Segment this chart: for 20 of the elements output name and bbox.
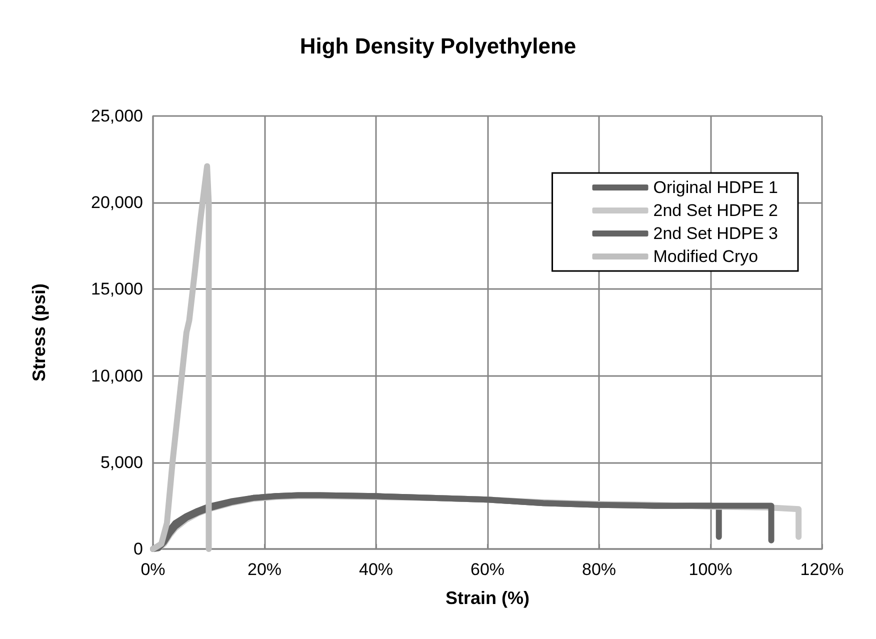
legend-label: 2nd Set HDPE 3 bbox=[653, 224, 778, 243]
legend-label: 2nd Set HDPE 2 bbox=[653, 201, 778, 220]
x-tick-label: 40% bbox=[358, 560, 394, 579]
legend-label: Modified Cryo bbox=[653, 247, 758, 266]
legend-label: Original HDPE 1 bbox=[653, 178, 778, 197]
x-tick-label: 0% bbox=[140, 560, 166, 579]
y-tick-label: 10,000 bbox=[91, 366, 143, 386]
y-tick-label: 5,000 bbox=[100, 452, 143, 472]
y-tick-label: 15,000 bbox=[91, 280, 143, 299]
x-tick-label: 80% bbox=[582, 560, 616, 579]
y-tick-label: 20,000 bbox=[91, 193, 143, 212]
x-tick-label: 60% bbox=[470, 560, 505, 579]
y-tick-label: 25,000 bbox=[91, 106, 143, 126]
x-axis-title: Strain (%) bbox=[445, 588, 530, 608]
x-tick-label: 120% bbox=[800, 560, 844, 579]
chart-title: High Density Polyethylene bbox=[300, 34, 576, 58]
x-tick-label: 20% bbox=[247, 560, 282, 579]
x-tick-label: 100% bbox=[688, 560, 732, 579]
y-axis-title: Stress (psi) bbox=[29, 283, 49, 382]
y-tick-label: 0 bbox=[134, 540, 143, 558]
